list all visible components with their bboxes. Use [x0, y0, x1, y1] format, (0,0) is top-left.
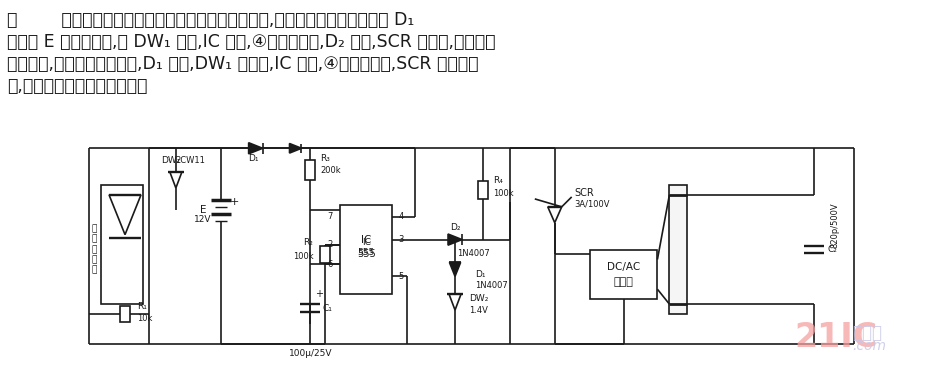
Text: R₄: R₄	[492, 175, 503, 184]
Text: 555: 555	[357, 249, 376, 259]
Text: 2: 2	[327, 240, 332, 249]
Polygon shape	[169, 172, 182, 188]
Text: R₃: R₃	[320, 154, 331, 163]
Text: 10k: 10k	[137, 313, 153, 322]
Text: D₂: D₂	[450, 223, 460, 232]
Text: 12V: 12V	[194, 215, 211, 224]
Text: DW₁: DW₁	[161, 156, 181, 165]
Text: 太
阳
电
池
板: 太 阳 电 池 板	[91, 224, 97, 275]
Text: 7: 7	[327, 212, 332, 221]
Text: 1N4007: 1N4007	[475, 281, 507, 290]
Text: 3: 3	[398, 235, 403, 244]
Text: IC: IC	[361, 234, 371, 244]
Bar	[320, 246, 331, 263]
Text: 200k: 200k	[320, 165, 341, 175]
Bar	[341, 205, 392, 294]
Text: 6: 6	[327, 260, 332, 269]
Polygon shape	[450, 262, 461, 276]
Polygon shape	[249, 143, 263, 154]
Text: 向电池 E 充电。同时,因 DW₁ 导通,IC 复位,④脚为低电平,D₂ 截止,SCR 也截止,灯不亮。: 向电池 E 充电。同时,因 DW₁ 导通,IC 复位,④脚为低电平,D₂ 截止,…	[7, 33, 496, 51]
Text: E: E	[199, 205, 206, 215]
Bar	[120, 306, 130, 322]
Text: DC/AC: DC/AC	[607, 262, 641, 272]
Text: +: +	[316, 289, 323, 299]
Bar	[478, 181, 488, 199]
Text: 100μ/25V: 100μ/25V	[289, 349, 332, 358]
Text: .com: .com	[852, 339, 885, 353]
Polygon shape	[290, 144, 302, 153]
Text: 2CW11: 2CW11	[176, 156, 206, 165]
Polygon shape	[109, 195, 141, 234]
Text: 通,变换器得电工作点亮灯管。: 通,变换器得电工作点亮灯管。	[7, 77, 148, 95]
Text: DW₂: DW₂	[469, 294, 489, 303]
Text: 1N4007: 1N4007	[456, 249, 490, 258]
Text: 5: 5	[398, 272, 403, 281]
Text: 无日照时,太阳电池板电压低,D₁ 截止,DW₁ 也截止,IC 置位,④脚为高电平,SCR 被触发导: 无日照时,太阳电池板电压低,D₁ 截止,DW₁ 也截止,IC 置位,④脚为高电平…	[7, 55, 479, 73]
Text: 电子网: 电子网	[852, 324, 882, 342]
Text: 1.4V: 1.4V	[469, 306, 488, 315]
Text: 变换器: 变换器	[614, 277, 633, 287]
Text: 100k: 100k	[492, 190, 514, 198]
Text: 4: 4	[398, 212, 403, 221]
Text: R₂: R₂	[304, 238, 314, 247]
Text: SCR: SCR	[574, 188, 594, 198]
Text: C₂: C₂	[828, 245, 838, 254]
Text: IC
555: IC 555	[358, 238, 375, 257]
Text: 820p/500V: 820p/500V	[830, 202, 839, 247]
Text: 图        所示的电路是一种光控式太阳电池灯。日照时,太阳电池板产生的电压经 D₁: 图 所示的电路是一种光控式太阳电池灯。日照时,太阳电池板产生的电压经 D₁	[7, 11, 414, 29]
Text: +: +	[230, 197, 239, 207]
Polygon shape	[448, 234, 462, 245]
Bar	[101, 185, 143, 304]
Text: 21IC: 21IC	[794, 321, 877, 354]
Bar	[589, 250, 657, 299]
Polygon shape	[449, 294, 461, 310]
Bar	[669, 185, 687, 314]
Text: 100k: 100k	[293, 252, 314, 261]
Text: 3A/100V: 3A/100V	[574, 199, 610, 209]
Text: D₁: D₁	[249, 154, 259, 163]
Text: R₁: R₁	[137, 302, 147, 311]
Text: D₁: D₁	[475, 270, 485, 279]
Bar	[305, 160, 316, 180]
Text: C₁: C₁	[322, 303, 332, 313]
Polygon shape	[547, 207, 561, 223]
